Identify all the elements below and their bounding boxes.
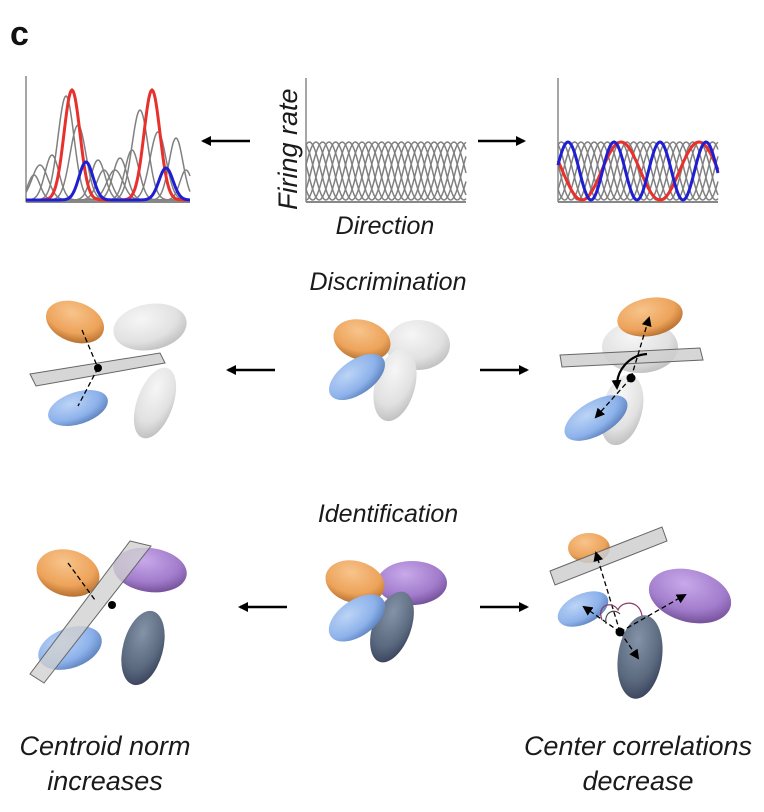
left-caption-line2: increases [47, 766, 163, 796]
slate-ellipse [617, 615, 663, 699]
centroid-link [77, 367, 99, 407]
panel-letter: c [10, 15, 29, 53]
angle-arc [600, 602, 643, 621]
orange-ellipse [333, 319, 391, 361]
right-caption-line1: Center correlations [524, 731, 752, 761]
identification-left [29, 540, 187, 686]
slate-ellipse [121, 610, 165, 686]
tuning-curve [305, 141, 467, 201]
tuning-curve [305, 141, 467, 201]
blue-ellipse [328, 594, 386, 642]
tuning-curve-highlight [26, 160, 190, 202]
decision-plane [29, 540, 152, 684]
discrimination-left [29, 300, 187, 439]
discrimination-right [559, 297, 704, 446]
centroid-vector [619, 631, 640, 660]
angle-arc [611, 352, 648, 390]
tuning-curve [305, 141, 467, 201]
centroid-vector [582, 605, 621, 633]
purple-ellipse [377, 561, 447, 605]
tuning-curve-highlight [556, 140, 720, 202]
left-caption-line1: Centroid norm [19, 731, 190, 761]
identification-title: Identification [318, 500, 458, 528]
grey-ellipse [113, 303, 187, 351]
tuning-left-plot [25, 76, 191, 203]
discrimination-center [329, 319, 450, 422]
purple-ellipse [648, 568, 732, 624]
centroid-link [81, 329, 99, 369]
blue-ellipse [557, 591, 609, 627]
blue-ellipse [48, 390, 108, 426]
centroid-vector [593, 551, 621, 633]
tuning-curve [557, 141, 719, 201]
angle-arc [605, 610, 621, 625]
tuning-right-plot [556, 78, 720, 203]
identification-center [325, 560, 447, 663]
decision-plane [549, 526, 668, 586]
centroid-vector [630, 316, 652, 379]
tuning-curve [557, 141, 719, 201]
centroid-vector [619, 594, 687, 633]
blue-ellipse [329, 353, 385, 401]
tuning-curve [305, 141, 467, 201]
origin-dot [626, 373, 636, 383]
orange-ellipse [45, 300, 105, 344]
origin-dot [108, 601, 116, 609]
identification-right [549, 526, 732, 699]
discrimination-title: Discrimination [310, 268, 467, 296]
centroid-vector [594, 377, 632, 419]
y-axis-label: Firing rate [273, 88, 303, 210]
tuning-curve-highlight [556, 140, 720, 202]
origin-dot [94, 364, 102, 372]
right-caption-line2: decrease [582, 766, 693, 796]
decision-plane [559, 347, 704, 368]
orange-ellipse [325, 560, 385, 604]
grey-ellipse [133, 367, 177, 439]
tuning-center-plot [305, 78, 467, 203]
x-axis-label: Direction [336, 212, 435, 240]
origin-dot [615, 627, 625, 637]
